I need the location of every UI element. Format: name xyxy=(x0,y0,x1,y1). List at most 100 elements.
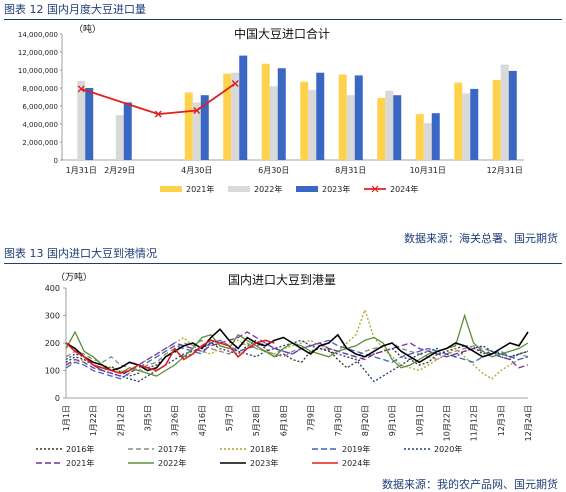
chart-2-x-tick-label: 10月1日 xyxy=(415,405,424,436)
chart-2-y-tick-label: 0 xyxy=(55,394,60,403)
bar-2022年-9月30日 xyxy=(385,90,394,160)
bar-2023年-11月30日 xyxy=(470,88,479,160)
bar-2021年-4月30日 xyxy=(184,92,193,160)
chart-2-y-tick-label: 200 xyxy=(45,339,60,348)
bar-2022年-1月31日 xyxy=(77,80,86,160)
chart-2-x-tick-label: 7月30日 xyxy=(334,405,343,436)
chart-1-x-tick-label: 8月31日 xyxy=(335,166,366,175)
legend-label-2018年: 2018年 xyxy=(250,444,278,454)
legend-label-2017年: 2017年 xyxy=(158,444,186,454)
series-line-2024年 xyxy=(65,339,275,375)
bar-2022年-10月31日 xyxy=(423,123,432,160)
series-line-2020年 xyxy=(65,339,529,383)
chart-1-title: 中国大豆进口合计 xyxy=(234,26,330,41)
series-marker-2024年 xyxy=(193,107,201,114)
legend-label-2024年: 2024年 xyxy=(390,184,418,194)
series-line-2022年 xyxy=(65,313,529,377)
line-chart-soy-arrivals: 国内进口大豆到港量 （万吨） 0 100 200 300 400 1月1日 1月22日 2月… xyxy=(36,271,533,468)
series-marker-2024年 xyxy=(231,80,239,87)
bar-2021年-8月31日 xyxy=(338,74,347,160)
bar-2023年-1月31日 xyxy=(85,88,94,160)
chart-1-x-tick-label: 10月31日 xyxy=(410,166,446,175)
chart-2-x-tick-label: 12月3日 xyxy=(497,405,506,436)
legend-label-2019年: 2019年 xyxy=(342,444,370,454)
chart-1-x-tick-label: 4月30日 xyxy=(181,166,212,175)
chart-2-x-tick-label: 12月24日 xyxy=(524,405,533,441)
bar-2023年-4月30日 xyxy=(200,95,209,160)
chart-2-x-tick-label: 10月22日 xyxy=(442,405,451,441)
chart-2-x-tick-label: 5月7日 xyxy=(225,405,234,431)
legend-label-2023年: 2023年 xyxy=(322,184,350,194)
bar-2021年-6月30日 xyxy=(261,63,270,161)
chart-2-y-tick-label: 100 xyxy=(45,367,60,376)
bar-2022年-4月30日 xyxy=(192,102,201,160)
chart-2-x-tick-label: 6月18日 xyxy=(279,405,288,436)
bar-2023年-8月31日 xyxy=(354,75,363,160)
chart-1-unit-label: （吨） xyxy=(74,23,101,35)
chart-1-x-tick-label: 12月31日 xyxy=(487,166,523,175)
series-line-2016年 xyxy=(65,339,529,377)
bar-2022年-11月30日 xyxy=(462,93,471,160)
bar-2023年-2月29日 xyxy=(123,102,132,160)
legend-label-2020年: 2020年 xyxy=(434,444,462,454)
legend-swatch-2023年 xyxy=(296,186,318,192)
chart-2-x-tick-label: 2月12日 xyxy=(116,405,125,436)
legend-label-2024年: 2024年 xyxy=(342,458,370,468)
chart-2-x-tick-label: 3月26日 xyxy=(171,405,180,436)
chart-2-x-tick-label: 8月20日 xyxy=(361,405,370,436)
legend-label-2021年: 2021年 xyxy=(66,458,94,468)
bar-2021年-12月31日 xyxy=(492,79,501,160)
legend-label-2021年: 2021年 xyxy=(186,184,214,194)
bar-2021年-11月30日 xyxy=(454,82,463,160)
chart-2-x-tick-label: 1月1日 xyxy=(62,405,71,431)
legend-marker-2024年 xyxy=(371,185,379,193)
chart-2-x-tick-label: 5月28日 xyxy=(252,405,261,436)
figure-2-source: 数据来源：我的农产品网、国元期货 xyxy=(382,478,558,491)
series-line-2021年 xyxy=(65,331,529,377)
figure-2-caption: 图表 13 国内进口大豆到港情况 xyxy=(4,247,157,260)
series-line-2023年 xyxy=(65,328,529,372)
bar-2022年-6月30日 xyxy=(269,86,278,160)
series-line-2019年 xyxy=(65,339,529,380)
chart-1-x-tick-label: 1月31日 xyxy=(66,166,97,175)
chart-2-x-tick-label: 11月12日 xyxy=(470,405,479,441)
bar-2022年-5月31日 xyxy=(231,72,240,160)
bar-2021年-9月30日 xyxy=(377,97,386,160)
chart-2-x-tick-label: 7月9日 xyxy=(307,405,316,431)
bar-2023年-12月31日 xyxy=(508,70,517,160)
chart-2-x-tick-label: 1月22日 xyxy=(89,405,98,436)
chart-2-x-tick-label: 4月16日 xyxy=(198,405,207,436)
bar-2022年-2月29日 xyxy=(115,115,124,160)
chart-1-y-tick-label: 4,000,000 xyxy=(22,121,58,129)
legend-swatch-2021年 xyxy=(160,186,182,192)
bar-2023年-9月30日 xyxy=(393,95,402,160)
series-line-2024年 xyxy=(80,82,236,116)
chart-2-unit-label: （万吨） xyxy=(56,271,92,283)
bar-2023年-7月31日 xyxy=(316,72,325,160)
chart-1-y-tick-label: 0 xyxy=(54,157,58,165)
series-marker-2024年 xyxy=(154,110,162,118)
bar-2022年-8月31日 xyxy=(346,95,355,160)
chart-2-x-tick-label: 3月5日 xyxy=(144,405,153,431)
series-line-2017年 xyxy=(65,339,529,372)
chart-2-x-tick-label: 9月10日 xyxy=(388,405,397,436)
figure-2-caption-rule xyxy=(4,263,562,264)
legend-swatch-2022年 xyxy=(228,186,250,192)
chart-2-y-tick-label: 400 xyxy=(45,284,60,293)
bar-2023年-10月31日 xyxy=(431,113,440,160)
figure-1-caption-rule xyxy=(4,19,562,20)
bar-2023年-6月30日 xyxy=(277,68,286,160)
chart-2-y-tick-label: 300 xyxy=(45,312,60,321)
bar-2021年-5月31日 xyxy=(223,73,232,160)
chart-1-y-tick-label: 10,000,000 xyxy=(18,67,58,75)
chart-1-x-tick-label: 2月29日 xyxy=(104,166,135,175)
legend-label-2022年: 2022年 xyxy=(158,458,186,468)
legend-label-2023年: 2023年 xyxy=(250,458,278,468)
chart-1-y-tick-label: 6,000,000 xyxy=(22,103,58,111)
figure-1-source: 数据来源：海关总署、国元期货 xyxy=(404,232,558,245)
bar-2022年-12月31日 xyxy=(500,64,509,160)
chart-1-y-tick-label: 2,000,000 xyxy=(22,139,58,147)
bar-2021年-10月31日 xyxy=(415,114,424,160)
figure-1-caption: 图表 12 国内月度大豆进口量 xyxy=(4,3,146,16)
chart-1-y-tick-label: 14,000,000 xyxy=(18,31,58,39)
